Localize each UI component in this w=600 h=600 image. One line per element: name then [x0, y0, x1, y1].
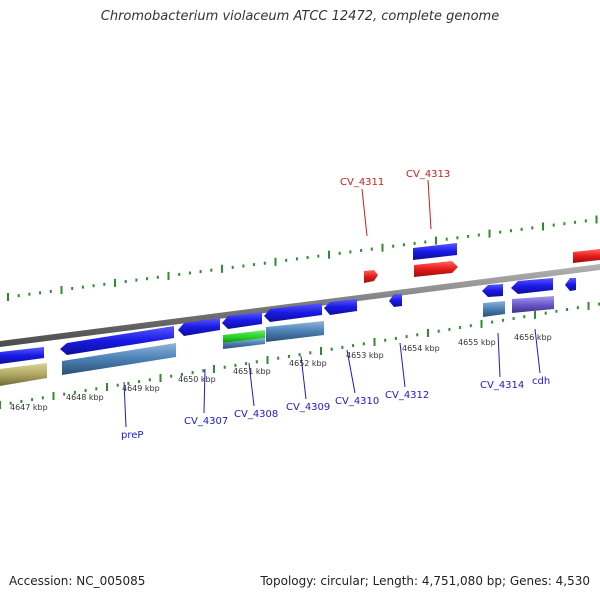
gene-label-cv4314[interactable]: CV_4314 — [480, 380, 524, 391]
gene-far-right-arrow[interactable] — [565, 278, 576, 291]
gene-label-cv4313[interactable]: CV_4313 — [406, 169, 450, 180]
gene-cv4307-arrow[interactable] — [178, 318, 220, 336]
genome-backbone — [0, 264, 600, 347]
inner-tick-rail — [0, 301, 600, 409]
gene-right-edge-red[interactable] — [573, 249, 600, 263]
label-connectors-red — [361, 179, 432, 237]
feature-cv4309-steel — [266, 321, 324, 342]
kbp-label: 4648 kbp — [66, 393, 104, 402]
accession-text: Accession: NC_005085 — [9, 574, 146, 588]
feature-prep-steel — [62, 343, 176, 375]
gene-cv4311-arrow[interactable] — [364, 270, 378, 283]
kbp-label: 4650 kbp — [178, 375, 216, 384]
label-connectors — [123, 328, 541, 428]
feature-cv4308-steel — [223, 338, 265, 349]
kbp-label-group: 4647 kbp 4648 kbp 4649 kbp 4650 kbp 4651… — [10, 333, 552, 412]
gene-cdh-arrow[interactable] — [511, 278, 553, 294]
kbp-label: 4654 kbp — [402, 344, 440, 353]
kbp-label: 4651 kbp — [233, 367, 271, 376]
gene-label-cv4309[interactable]: CV_4309 — [286, 402, 330, 413]
gene-label-cv4307[interactable]: CV_4307 — [184, 416, 228, 427]
gene-label-group: preP CV_4307 CV_4308 CV_4309 CV_4310 CV_… — [121, 376, 550, 441]
gene-label-cv4312[interactable]: CV_4312 — [385, 390, 429, 401]
feature-left-olive — [0, 363, 47, 386]
outer-tick-rail — [7, 215, 598, 301]
kbp-label: 4656 kbp — [514, 333, 552, 342]
feature-cv4314-steel — [483, 301, 505, 317]
gene-cv4310-arrow[interactable] — [324, 299, 357, 315]
genome-title: Chromobacterium violaceum ATCC 12472, co… — [100, 9, 500, 24]
kbp-label: 4653 kbp — [346, 351, 384, 360]
gene-label-cv4310[interactable]: CV_4310 — [335, 396, 379, 407]
genome-summary-text: Topology: circular; Length: 4,751,080 bp… — [260, 574, 590, 588]
gene-label-cv4308[interactable]: CV_4308 — [234, 409, 278, 420]
kbp-label: 4652 kbp — [289, 359, 327, 368]
gene-cv4312-arrow[interactable] — [389, 294, 402, 307]
gene-left-blue[interactable] — [0, 347, 44, 364]
gene-label-cdh[interactable]: cdh — [532, 376, 550, 387]
gene-cv4308-arrow[interactable] — [222, 312, 262, 329]
gene-label-prep[interactable]: preP — [121, 430, 143, 441]
gene-cv4314-arrow[interactable] — [482, 284, 503, 297]
kbp-label: 4655 kbp — [458, 338, 496, 347]
feature-cv4308-green — [223, 330, 265, 343]
gene-prep-arrow[interactable] — [60, 326, 174, 355]
gene-cv4313-arrow[interactable] — [414, 261, 458, 277]
kbp-label: 4647 kbp — [10, 403, 48, 412]
feature-cdh-purple — [512, 296, 554, 313]
kbp-label: 4649 kbp — [122, 384, 160, 393]
gene-label-cv4311[interactable]: CV_4311 — [340, 177, 384, 188]
gene-cv4313-upper-blue[interactable] — [413, 243, 457, 260]
gene-label-group-red: CV_4311 CV_4313 — [340, 169, 450, 188]
gene-cv4309-arrow[interactable] — [264, 303, 322, 322]
